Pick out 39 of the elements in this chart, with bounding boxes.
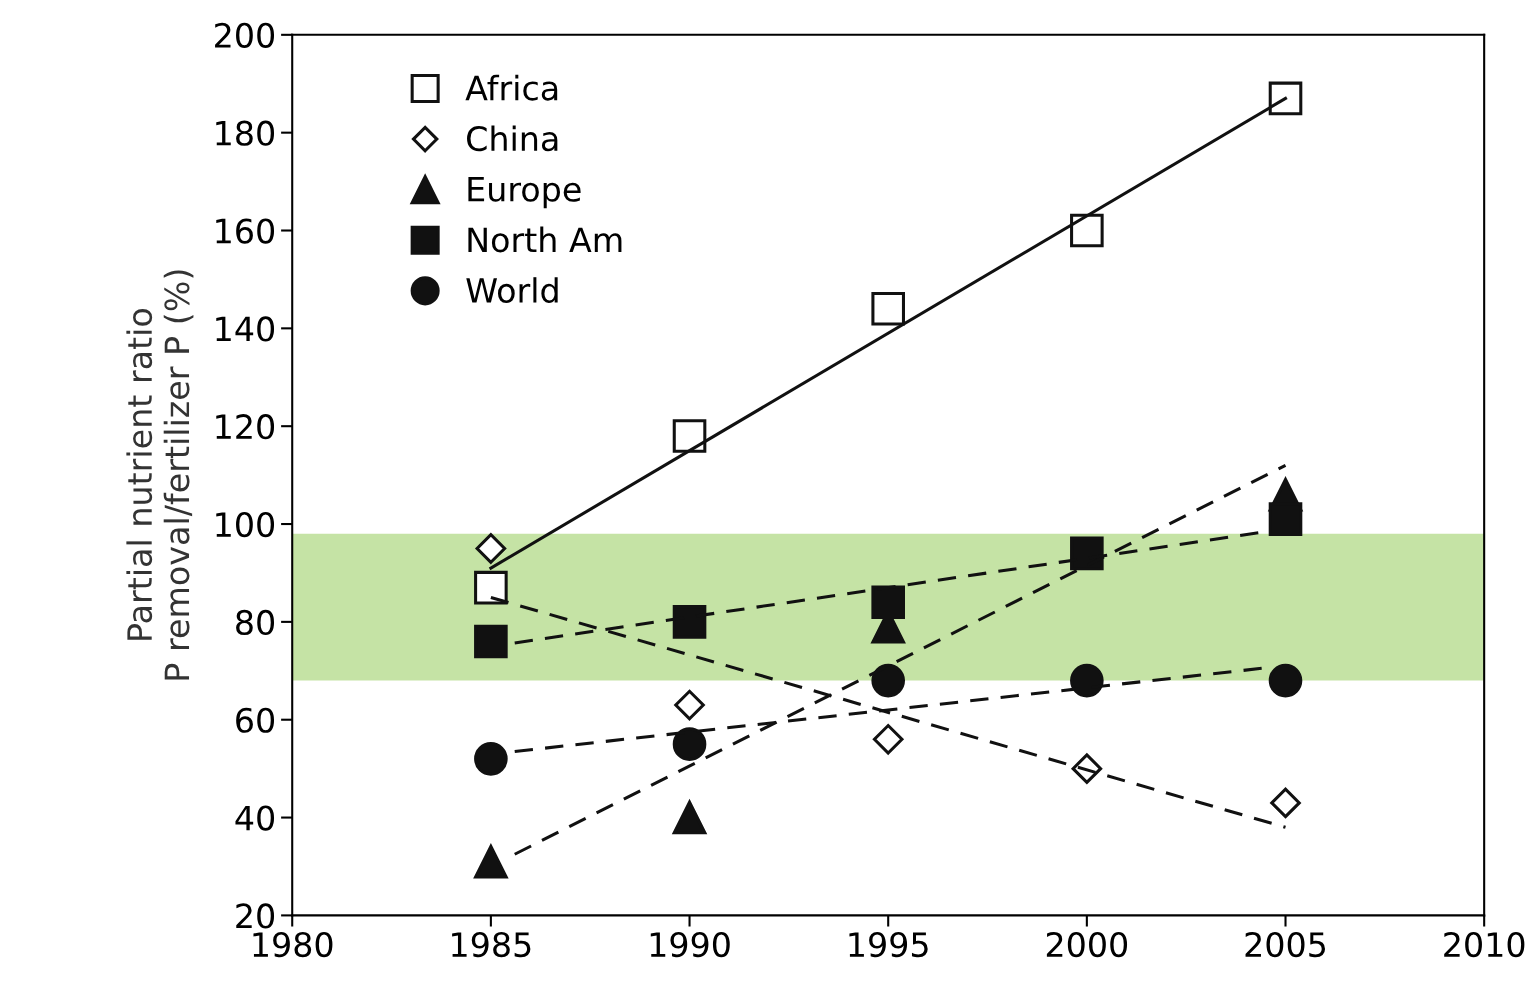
- y-tick-label: 80: [236, 609, 275, 636]
- point: [871, 585, 905, 620]
- point: [1070, 536, 1104, 571]
- point: [1268, 663, 1303, 698]
- point: [475, 533, 507, 564]
- x-tick-label: 1990: [650, 931, 730, 958]
- legend-label: China: [467, 125, 558, 152]
- x-tick-label: 2010: [1444, 931, 1525, 958]
- y-tick-label: 40: [235, 805, 275, 831]
- point: [1070, 663, 1104, 698]
- point: [1268, 502, 1303, 536]
- y-axis-title: Partial nutrient ratio P removal/fertilizer P (%): [126, 270, 194, 680]
- x-tick-label: 2000: [1046, 931, 1128, 958]
- x-tick-label: 1980: [253, 931, 333, 958]
- point: [871, 663, 905, 698]
- y-tick-label: 200: [215, 22, 275, 48]
- y-tick-label: 20: [236, 903, 275, 929]
- point: [474, 844, 508, 879]
- legend-label: North Am: [468, 226, 622, 253]
- point: [872, 724, 904, 755]
- y-tick-label: 120: [216, 414, 275, 440]
- legend-label: Africa: [465, 74, 558, 101]
- y-tick-label: 180: [216, 120, 275, 146]
- y-tick-label: 60: [236, 707, 275, 733]
- y-tick-label: 100: [216, 511, 275, 538]
- y-tick-label: 140: [216, 316, 275, 342]
- legend-label: World: [466, 277, 558, 303]
- point: [474, 742, 508, 776]
- point: [674, 689, 705, 721]
- point: [672, 605, 707, 639]
- x-tick-label: 1995: [849, 931, 928, 958]
- x-tick-label: 1985: [452, 931, 531, 958]
- point: [474, 624, 508, 659]
- y-tick-label: 160: [216, 218, 275, 244]
- x-tick-label: 2005: [1245, 931, 1326, 958]
- point: [1270, 787, 1301, 819]
- point: [672, 727, 707, 761]
- legend-label: Europe: [468, 177, 581, 209]
- point: [474, 570, 508, 605]
